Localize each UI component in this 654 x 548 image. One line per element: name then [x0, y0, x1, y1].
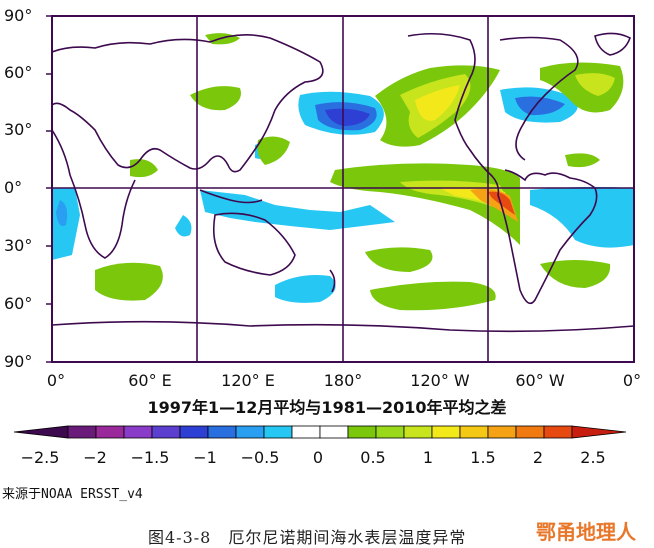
colorbar-tick-label: 1 — [422, 448, 434, 467]
lon-label: 0° — [622, 371, 642, 390]
colorbar-swatch — [263, 425, 293, 439]
lat-label: 90° — [4, 352, 33, 371]
figure-title: 图4-3-8 厄尔尼诺期间海水表层温度异常 — [148, 528, 467, 547]
colorbar-swatch — [375, 425, 405, 439]
lat-label: 60° — [4, 294, 33, 313]
colorbar-tick-label: 2.5 — [580, 448, 606, 467]
colorbar-tick-label: −1.5 — [130, 448, 170, 467]
colorbar-swatch — [515, 425, 545, 439]
colorbar-tick-label: −0.5 — [240, 448, 280, 467]
colorbar-tick-label: −1 — [193, 448, 217, 467]
colorbar-swatch — [319, 425, 349, 439]
lon-label: 120° E — [221, 371, 275, 390]
colorbar-swatch — [487, 425, 517, 439]
colorbar — [13, 425, 627, 439]
colorbar-swatch — [291, 425, 321, 439]
lat-label: 0° — [4, 178, 23, 197]
colorbar-swatch — [571, 425, 627, 439]
map-caption: 1997年1—12月平均与1981—2010年平均之差 — [147, 398, 507, 417]
colorbar-swatch — [235, 425, 265, 439]
colorbar-tick-label: 0.5 — [360, 448, 386, 467]
colorbar-swatch — [179, 425, 209, 439]
colorbar-swatch — [207, 425, 237, 439]
colorbar-swatch — [123, 425, 153, 439]
lon-label: 60° E — [128, 371, 172, 390]
colorbar-swatch — [67, 425, 97, 439]
strong-negative-regions — [56, 96, 565, 227]
lat-label: 90° — [4, 6, 33, 25]
colorbar-tick-label: 2 — [532, 448, 544, 467]
colorbar-tick-label: −2 — [83, 448, 107, 467]
source-note: 来源于NOAA ERSST_v4 — [2, 487, 143, 502]
colorbar-tick-label: 1.5 — [470, 448, 496, 467]
colorbar-tick-label: 0 — [312, 448, 324, 467]
colorbar-swatch — [347, 425, 377, 439]
colorbar-swatch — [403, 425, 433, 439]
watermark: 鄂甬地理人 — [536, 520, 636, 544]
colorbar-tick-label: −2.5 — [20, 448, 60, 467]
lon-label: 0° — [46, 371, 66, 390]
colorbar-swatch — [13, 425, 69, 439]
colorbar-swatch — [151, 425, 181, 439]
lat-label: 30° — [4, 120, 33, 139]
colorbar-swatch — [431, 425, 461, 439]
colorbar-swatch — [95, 425, 125, 439]
colorbar-swatch — [543, 425, 573, 439]
lat-label: 30° — [4, 236, 33, 255]
grid-lines — [52, 16, 634, 362]
lon-label: 120° W — [410, 371, 470, 390]
lat-label: 60° — [4, 63, 33, 82]
lon-label: 60° W — [515, 371, 565, 390]
lon-label: 180° — [323, 371, 363, 390]
colorbar-swatch — [459, 425, 489, 439]
